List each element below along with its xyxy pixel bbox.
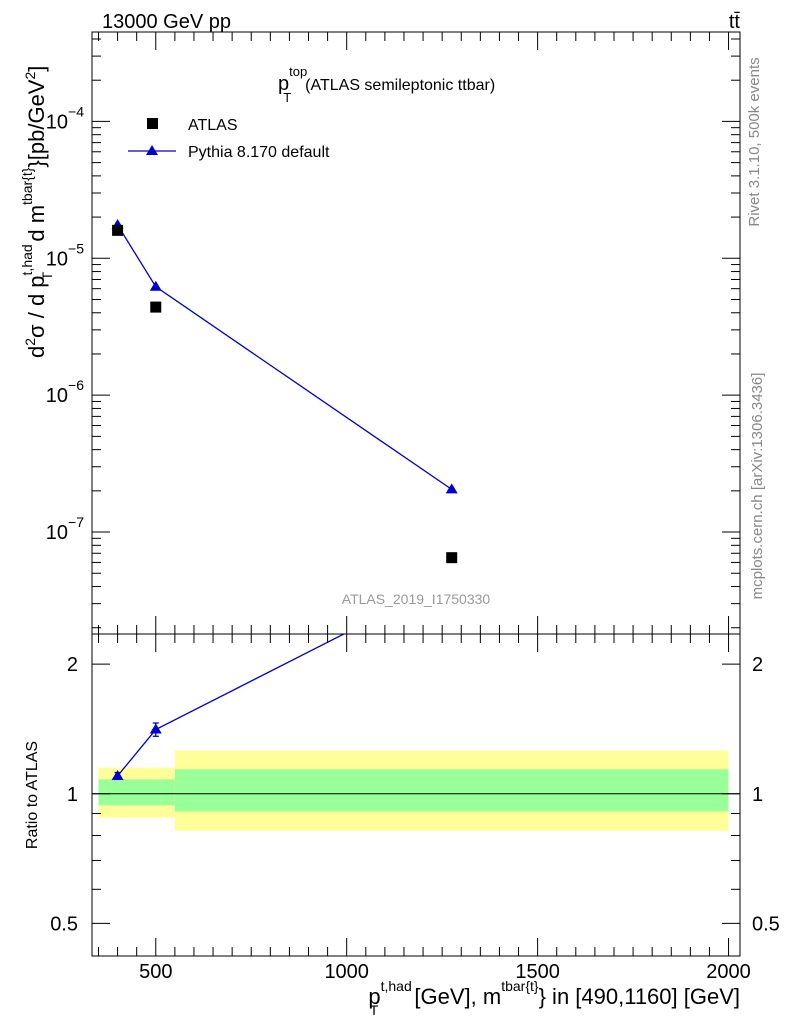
- ratio-pythia-point: [149, 723, 162, 734]
- main-y-tick-labels: 10−7 10−6 10−5 10−4: [46, 103, 84, 544]
- legend-marker-atlas: [147, 118, 158, 129]
- ratio-y-tick-label: 2: [67, 654, 78, 676]
- main-y-tick-label: 10−7: [46, 514, 84, 544]
- ratio-pythia-line: [117, 634, 346, 777]
- main-data-marks: [111, 219, 458, 564]
- energy-label: 13000 GeV pp: [102, 11, 231, 33]
- main-panel: 10−7 10−6 10−5 10−4 ptop T(ATLAS semileptoni…: [19, 31, 741, 635]
- ratio-plot-frame: [91, 633, 741, 957]
- plot-title: ptop T(ATLAS semileptonic ttbar): [278, 64, 495, 105]
- atlas-point: [150, 301, 162, 313]
- x-tick-label: 500: [139, 961, 172, 983]
- x-tick-label: 1000: [324, 961, 369, 983]
- legend: ATLAS Pythia 8.170 default: [128, 117, 330, 161]
- ratio-y-tick-label: 1: [67, 784, 78, 806]
- atlas-point: [446, 552, 458, 564]
- rivet-version-label: Rivet 3.1.10, 500k events: [746, 57, 763, 226]
- ratio-axis-ticks: [92, 634, 740, 956]
- ratio-y-axis-label: Ratio to ATLAS: [24, 741, 41, 849]
- x-tick-labels: 500 1000 1500 2000: [139, 961, 751, 983]
- main-y-tick-label: 10−5: [46, 240, 84, 270]
- legend-label-atlas: ATLAS: [188, 117, 238, 134]
- x-tick-label: 1500: [515, 961, 560, 983]
- ratio-inner-band: [174, 769, 729, 812]
- ratio-uncertainty-bands: [92, 750, 740, 831]
- legend-marker-pythia: [146, 145, 158, 155]
- pythia-point: [445, 483, 458, 494]
- main-y-tick-label: 10−6: [46, 377, 84, 407]
- main-y-tick-label: 10−4: [46, 103, 84, 133]
- ratio-y-tick-label-right: 2: [752, 654, 763, 676]
- ratio-y-tick-label-right: 0.5: [752, 913, 780, 935]
- ratio-data-marks: [111, 634, 346, 781]
- main-axis-ticks: [92, 32, 740, 634]
- ratio-y-tick-label: 0.5: [50, 913, 78, 935]
- ratio-y-tick-labels: 0.5 0.5 1 1 2 2: [50, 654, 780, 935]
- ratio-panel: 0.5 0.5 1 1 2 2 500 1000 1500 2000 Ratio to ATLA…: [24, 633, 780, 1018]
- x-tick-label: 2000: [706, 961, 751, 983]
- pythia-line: [117, 224, 453, 490]
- mcplots-label: mcplots.cern.ch [arXiv:1306.3436]: [749, 373, 766, 600]
- x-axis-label: pt,had T [GeV], mtbar{t}} in [490,1160] […: [368, 978, 740, 1018]
- legend-label-pythia: Pythia 8.170 default: [188, 144, 330, 161]
- main-y-axis-label: d2σ / d pt,hadT d mtbar{t}}[pb/GeV2]: [19, 66, 55, 358]
- ratio-inner-band: [98, 779, 175, 806]
- analysis-id-watermark: ATLAS_2019_I1750330: [342, 591, 491, 607]
- ratio-pythia-point: [111, 769, 124, 780]
- atlas-point: [112, 224, 124, 236]
- process-label: tt̄: [729, 11, 741, 33]
- pythia-point: [149, 280, 162, 291]
- ratio-y-tick-label-right: 1: [752, 784, 763, 806]
